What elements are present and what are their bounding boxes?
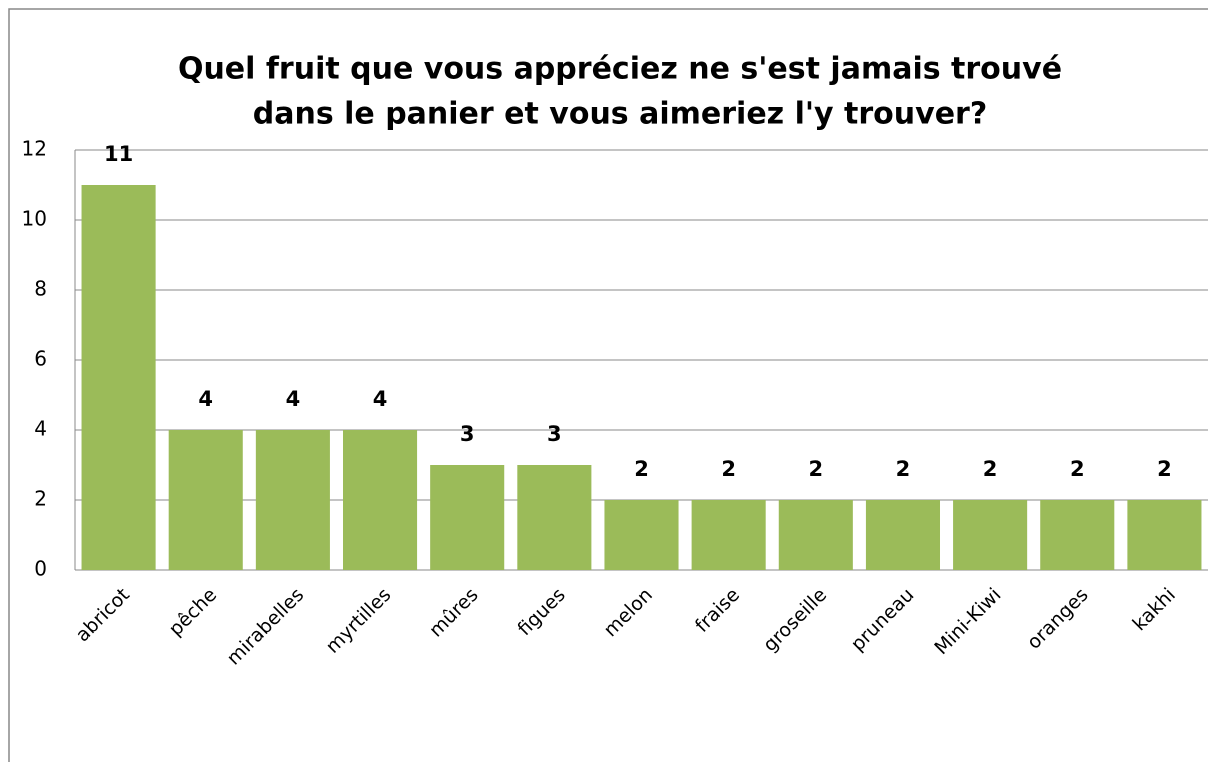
data-label: 3	[547, 422, 562, 446]
bar	[81, 185, 156, 570]
bar	[865, 500, 941, 570]
data-label: 2	[1157, 457, 1172, 481]
bar	[778, 500, 853, 570]
chart-title: Quel fruit que vous appréciez ne s'est j…	[178, 52, 1062, 87]
bar	[691, 500, 766, 570]
data-label: 4	[286, 387, 301, 411]
y-tick-label: 12	[22, 137, 47, 161]
chart-title: dans le panier et vous aimeriez l'y trou…	[253, 97, 988, 132]
data-label: 11	[104, 142, 133, 166]
y-tick-label: 10	[22, 207, 47, 231]
bar	[168, 430, 243, 570]
data-label: 2	[808, 457, 823, 481]
bar	[342, 430, 418, 570]
bar	[255, 430, 330, 570]
data-label: 3	[460, 422, 475, 446]
bar	[517, 465, 592, 570]
data-label: 2	[896, 457, 911, 481]
y-tick-label: 6	[34, 347, 47, 371]
data-label: 4	[198, 387, 213, 411]
y-tick-label: 4	[34, 417, 47, 441]
data-label: 4	[373, 387, 388, 411]
data-label: 2	[983, 457, 998, 481]
y-tick-label: 0	[34, 557, 47, 581]
bar	[430, 465, 505, 570]
data-label: 2	[634, 457, 649, 481]
data-label: 2	[721, 457, 736, 481]
y-tick-label: 8	[34, 277, 47, 301]
y-tick-label: 2	[34, 487, 47, 511]
bar	[1127, 500, 1202, 570]
bar	[953, 500, 1028, 570]
bar	[1040, 500, 1115, 570]
bar	[604, 500, 679, 570]
chart-border	[8, 8, 1208, 762]
data-label: 2	[1070, 457, 1085, 481]
